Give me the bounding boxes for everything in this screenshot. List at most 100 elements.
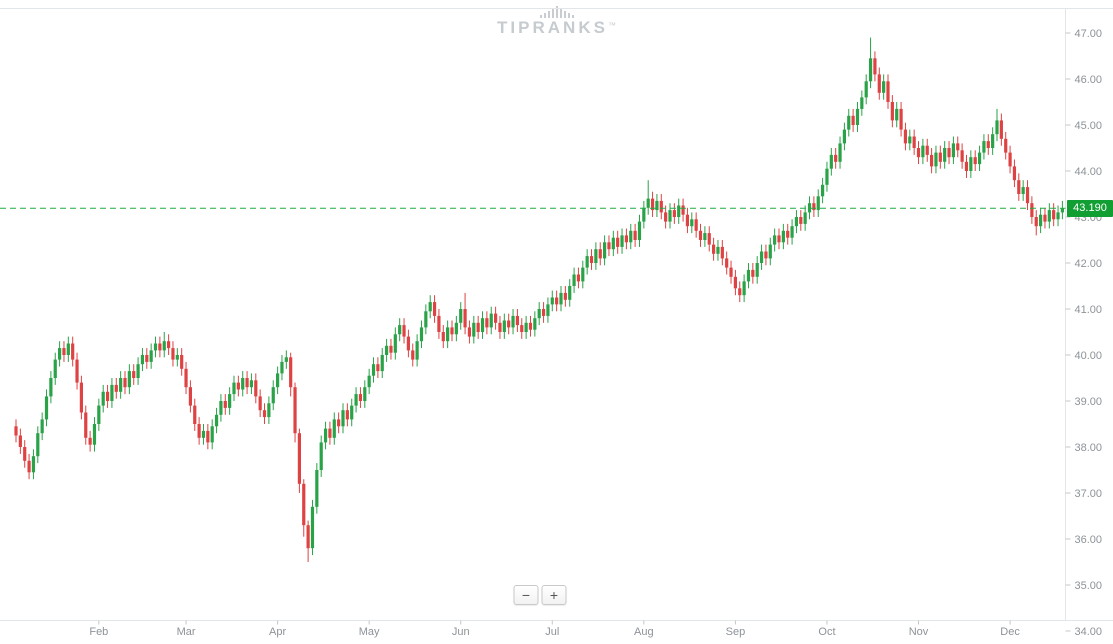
candle-body <box>541 309 546 316</box>
candle-body <box>1012 166 1017 181</box>
candle-body <box>289 357 293 388</box>
candle-body <box>533 318 537 330</box>
candle-body <box>167 341 171 349</box>
candle-body <box>319 442 323 470</box>
candle-body <box>393 334 397 353</box>
candle-body <box>716 246 720 254</box>
candle-body <box>677 205 681 217</box>
candle-body <box>18 435 22 447</box>
candle-body <box>672 210 676 217</box>
candle-body <box>27 460 31 473</box>
candle-body <box>707 233 711 245</box>
candle-body <box>664 212 668 222</box>
candle-body <box>899 108 903 130</box>
candle-body <box>40 419 44 434</box>
candle-body <box>1034 217 1038 227</box>
candle-body <box>842 129 846 144</box>
candle-body <box>58 348 62 360</box>
candle-body <box>511 315 515 328</box>
candle-body <box>873 58 877 75</box>
candle-body <box>472 322 476 337</box>
candle-body <box>524 322 528 332</box>
candle-body <box>685 214 690 227</box>
candle-body <box>964 161 969 171</box>
candle-body <box>162 341 166 351</box>
candle-body <box>315 470 319 507</box>
candle-body <box>119 378 123 392</box>
candle-body <box>363 387 367 401</box>
candle-body <box>611 237 615 250</box>
candle-body <box>210 426 214 443</box>
candle-body <box>419 327 424 342</box>
candle-body <box>1021 187 1025 194</box>
candle-body <box>389 345 393 353</box>
candle-body <box>781 230 785 243</box>
candle-body <box>703 233 707 240</box>
candle-body <box>367 375 371 388</box>
candle-body <box>594 249 598 263</box>
candle-body <box>1043 214 1047 222</box>
month-label: May <box>359 626 380 638</box>
candle-body <box>690 219 694 227</box>
zoom-in-button[interactable]: + <box>541 585 567 605</box>
candle-body <box>415 341 419 360</box>
candle-body <box>912 136 916 148</box>
candle-body <box>62 348 66 355</box>
candle-body <box>720 246 724 259</box>
candle-body <box>755 263 759 277</box>
candle-body <box>838 143 842 162</box>
candle-body <box>860 97 864 109</box>
zoom-out-button[interactable]: − <box>513 585 539 605</box>
candle-body <box>450 327 454 335</box>
candle-body <box>188 387 192 406</box>
candle-body <box>437 315 441 332</box>
y-tick-label: 36.00 <box>1075 534 1103 546</box>
y-tick-label: 38.00 <box>1075 442 1103 454</box>
candle-body <box>232 382 236 395</box>
candle-body <box>341 410 345 427</box>
candle-body <box>1060 208 1064 213</box>
candle-body <box>528 322 533 330</box>
candle-body <box>358 394 363 401</box>
candle-body <box>97 405 101 424</box>
candle-body <box>585 256 589 268</box>
candle-body <box>581 267 585 282</box>
candle-body <box>934 152 938 167</box>
candle-body <box>92 424 97 445</box>
candle-body <box>956 143 960 151</box>
candle-body <box>489 313 493 328</box>
candle-body <box>302 483 306 526</box>
candle-body <box>620 235 624 247</box>
candle-body <box>603 242 607 259</box>
candle-body <box>502 320 506 332</box>
y-tick-label: 35.00 <box>1075 580 1103 592</box>
candle-body <box>184 368 188 388</box>
candle-body <box>659 200 663 213</box>
candle-body <box>803 212 807 224</box>
candle-body <box>816 196 820 211</box>
candle-body <box>332 419 336 438</box>
candle-body <box>88 437 92 445</box>
y-tick-label: 37.00 <box>1075 488 1103 500</box>
candle-body <box>629 230 633 243</box>
candle-body <box>498 322 502 332</box>
candle-body <box>916 148 921 158</box>
candle-body <box>36 433 40 457</box>
candle-body <box>328 428 332 438</box>
candle-body <box>132 371 136 378</box>
candle-body <box>999 120 1003 139</box>
candle-body <box>794 217 799 227</box>
candle-body <box>323 428 328 443</box>
candle-body <box>886 81 890 102</box>
candle-body <box>280 361 284 374</box>
candle-body <box>454 322 458 335</box>
candle-body <box>568 286 572 300</box>
candle-body <box>890 102 894 121</box>
candle-body <box>921 145 925 158</box>
y-tick-label: 46.00 <box>1075 74 1103 86</box>
candle-body <box>354 394 358 406</box>
candle-body <box>555 297 559 305</box>
candle-body <box>855 108 860 125</box>
candle-body <box>380 355 384 372</box>
